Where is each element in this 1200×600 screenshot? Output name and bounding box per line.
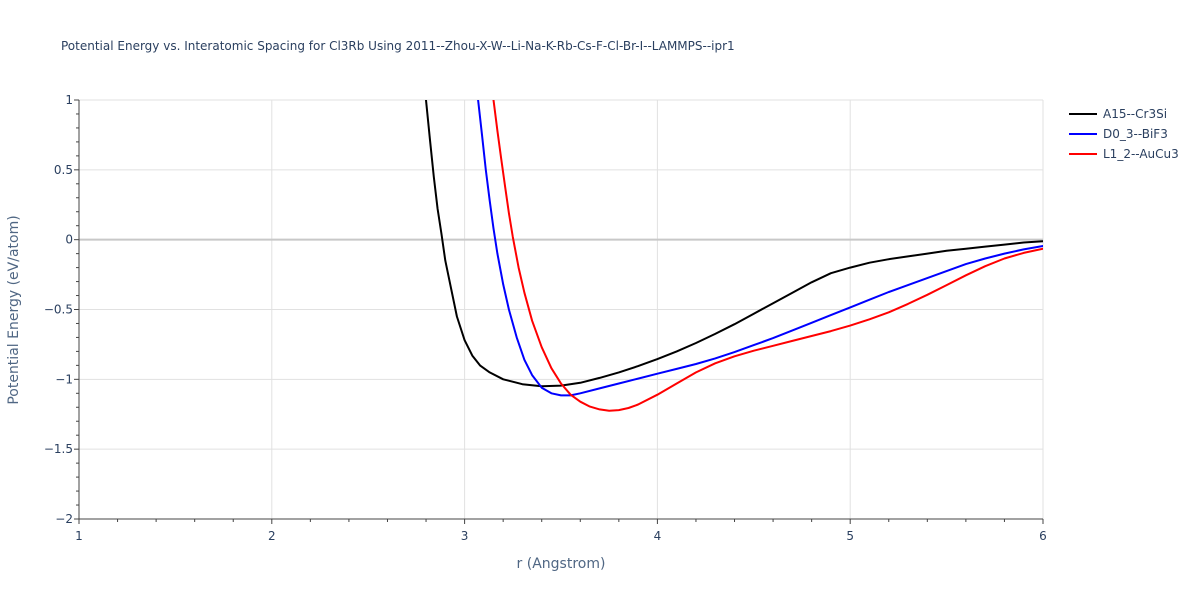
series-line-0 xyxy=(425,100,1043,388)
y-tick-label: −1 xyxy=(55,372,73,386)
x-axis-title: r (Angstrom) xyxy=(517,556,606,572)
y-tick-label: −2 xyxy=(55,512,73,526)
y-axis-title: Potential Energy (eV/atom) xyxy=(6,215,22,404)
x-tick-label: 4 xyxy=(654,529,662,543)
x-tick-label: 3 xyxy=(461,529,469,543)
x-tick-label: 1 xyxy=(75,529,83,543)
series-layer xyxy=(425,100,1043,412)
series-line-2 xyxy=(492,100,1043,412)
y-tick-label: −0.5 xyxy=(44,303,73,317)
x-tick-label: 5 xyxy=(846,529,854,543)
x-tick-label: 2 xyxy=(268,529,276,543)
legend-label: L1_2--AuCu3 xyxy=(1103,147,1179,161)
x-tick-label: 6 xyxy=(1039,529,1047,543)
grid-layer xyxy=(79,99,1044,519)
legend-label: A15--Cr3Si xyxy=(1103,107,1167,121)
legend: A15--Cr3Si D0_3--BiF3 L1_2--AuCu3 xyxy=(1069,107,1179,161)
series-line-1 xyxy=(477,100,1043,397)
y-tick-label: 0 xyxy=(65,233,73,247)
chart-title: Potential Energy vs. Interatomic Spacing… xyxy=(61,39,735,53)
y-tick-label: 1 xyxy=(65,93,73,107)
y-tick-label: −1.5 xyxy=(44,442,73,456)
legend-label: D0_3--BiF3 xyxy=(1103,127,1168,141)
axis-layer: 1 2 3 4 5 6 1 0.5 0 −0.5 −1 −1.5 −2 xyxy=(44,93,1047,543)
y-tick-label: 0.5 xyxy=(54,163,73,177)
